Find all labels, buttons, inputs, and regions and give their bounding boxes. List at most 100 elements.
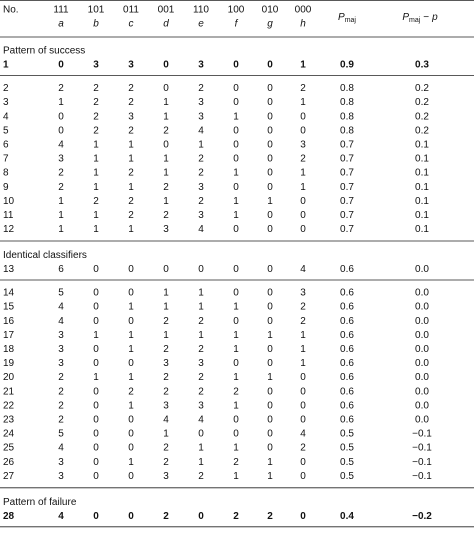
cell: 0	[233, 140, 239, 151]
cell: 2	[93, 196, 99, 207]
cell: 0.6	[340, 386, 354, 397]
cell: 1	[163, 196, 169, 207]
cell: 3	[163, 224, 169, 235]
cell: 4	[58, 511, 64, 522]
cell: 0	[300, 471, 306, 482]
cell: 0	[300, 111, 306, 122]
cell: 1	[93, 224, 99, 235]
cell: 0	[233, 83, 239, 94]
section-title: Identical classifiers	[3, 250, 87, 261]
cell: 3	[58, 457, 64, 468]
cell: 0	[300, 415, 306, 426]
cell: 0.1	[415, 224, 429, 235]
cell: 0.8	[340, 125, 354, 136]
cell: 1	[128, 140, 134, 151]
cell: 2	[128, 196, 134, 207]
row-number: 15	[3, 302, 15, 313]
cell: 2	[93, 125, 99, 136]
cell: 0.0	[415, 358, 429, 369]
cell: 0.0	[415, 386, 429, 397]
cell: 0.0	[415, 316, 429, 327]
cell: 0	[128, 471, 134, 482]
row-number: 16	[3, 316, 15, 327]
cell: 1	[267, 196, 273, 207]
cell: −0.2	[412, 511, 432, 522]
cell: 3	[198, 182, 204, 193]
cell: 0	[93, 415, 99, 426]
cell: 0	[233, 97, 239, 108]
cell: 0	[267, 210, 273, 221]
cell: 1	[93, 330, 99, 341]
cell: 1	[93, 140, 99, 151]
cell: 3	[58, 358, 64, 369]
row-number: 23	[3, 415, 15, 426]
header-code: 111	[53, 5, 69, 16]
cell: 0	[93, 344, 99, 355]
cell: 5	[58, 429, 64, 440]
cell: 2	[163, 182, 169, 193]
cell: 0	[267, 386, 273, 397]
cell: 0.7	[340, 210, 354, 221]
cell: 0.1	[415, 196, 429, 207]
cell: 0	[300, 386, 306, 397]
cell: 2	[58, 168, 64, 179]
cell: 0	[267, 97, 273, 108]
cell: 1	[93, 168, 99, 179]
cell: 3	[163, 358, 169, 369]
cell: 1	[128, 224, 134, 235]
header-code: 100	[228, 5, 245, 16]
cell: 0.6	[340, 372, 354, 383]
cell: 0.0	[415, 330, 429, 341]
cell: 0	[163, 60, 169, 71]
cell: 0	[267, 111, 273, 122]
cell: 1	[233, 344, 239, 355]
row-number: 20	[3, 372, 15, 383]
cell: 0	[267, 182, 273, 193]
cell: 0	[128, 429, 134, 440]
cell: 0.0	[415, 344, 429, 355]
cell: 1	[58, 196, 64, 207]
cell: 3	[300, 140, 306, 151]
cell: 1	[233, 168, 239, 179]
cell: 2	[58, 182, 64, 193]
cell: 0.6	[340, 330, 354, 341]
cell: 0.0	[415, 302, 429, 313]
cell: 1	[163, 97, 169, 108]
subscript: maj	[345, 17, 357, 24]
cell: 1	[128, 344, 134, 355]
cell: 0.5	[340, 429, 354, 440]
cell: 2	[198, 83, 204, 94]
row-number: 7	[3, 154, 9, 165]
cell: 1	[267, 330, 273, 341]
cell: 0	[267, 168, 273, 179]
cell: 0	[267, 429, 273, 440]
cell: 1	[300, 330, 306, 341]
cell: −0.1	[412, 471, 432, 482]
cell: 0	[267, 140, 273, 151]
cell: 1	[93, 372, 99, 383]
cell: 1	[233, 302, 239, 313]
cell: 0.6	[340, 316, 354, 327]
cell: 1	[300, 344, 306, 355]
cell: 0.6	[340, 288, 354, 299]
cell: 1	[198, 302, 204, 313]
cell: 2	[93, 111, 99, 122]
cell: 0.6	[340, 264, 354, 275]
cell: 1	[267, 457, 273, 468]
cell: 2	[198, 196, 204, 207]
cell: 2	[300, 83, 306, 94]
cell: 1	[300, 182, 306, 193]
row-number: 10	[3, 196, 15, 207]
cell: 0.2	[415, 125, 429, 136]
cell: 0	[233, 154, 239, 165]
row-number: 11	[3, 210, 14, 221]
cell: 1	[233, 400, 239, 411]
cell: 2	[198, 372, 204, 383]
cell: 0	[93, 386, 99, 397]
cell: 0.1	[415, 168, 429, 179]
cell: 2	[128, 210, 134, 221]
cell: 0.1	[415, 154, 429, 165]
cell: 0	[93, 264, 99, 275]
cell: 2	[198, 168, 204, 179]
